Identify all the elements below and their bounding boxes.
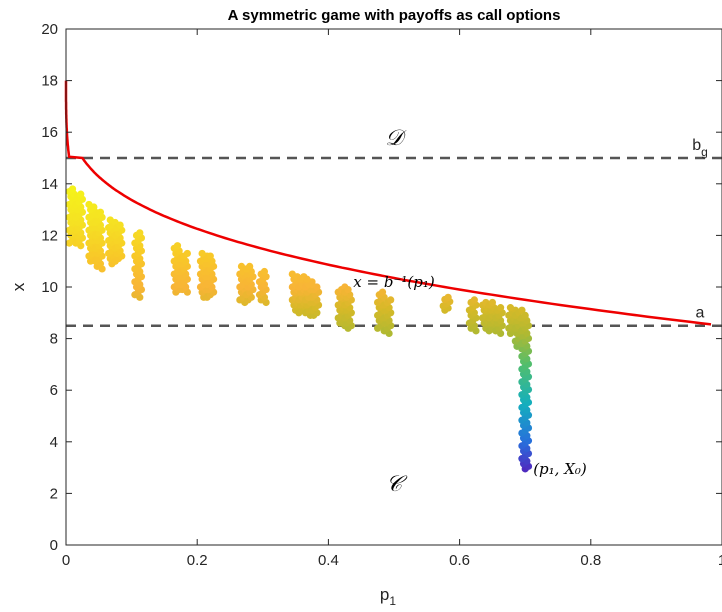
scatter-column <box>131 229 146 301</box>
reference-line-label-a: a <box>696 305 705 322</box>
scatter-point <box>246 262 254 270</box>
scatter-column <box>465 296 480 335</box>
y-axis-label: x <box>9 282 28 291</box>
scatter-column <box>255 267 270 307</box>
reference-line-label-main: a <box>696 305 705 322</box>
y-tick-label: 4 <box>50 434 58 451</box>
y-tick-label: 8 <box>50 331 58 348</box>
scatter-column <box>111 221 126 265</box>
scatter-points <box>66 185 533 473</box>
scatter-point <box>303 275 311 283</box>
scatter-point <box>378 288 387 296</box>
scatter-column <box>492 304 506 338</box>
scatter-column <box>380 296 395 338</box>
chart-title: A symmetric game with payoffs as call op… <box>228 7 561 24</box>
scatter-column <box>308 280 323 319</box>
scatter-point <box>96 208 105 216</box>
region-label: 𝒟 <box>385 126 407 151</box>
scatter-point <box>106 216 114 224</box>
x-tick-label: 0.2 <box>187 552 208 569</box>
scatter-point <box>518 306 526 314</box>
scatter-point <box>260 267 269 276</box>
scatter-point <box>77 190 85 198</box>
y-tick-label: 14 <box>41 176 58 193</box>
y-tick-label: 20 <box>41 21 58 38</box>
y-tick-label: 10 <box>41 279 58 296</box>
point-annotation: (p₁, X₀) <box>533 460 587 478</box>
reference-line-label-main: b <box>692 137 701 154</box>
scatter-point <box>183 249 191 258</box>
y-tick-label: 12 <box>41 227 58 244</box>
x-tick-label: 0.8 <box>580 552 601 569</box>
scatter-point <box>497 304 505 312</box>
scatter-point <box>116 221 124 229</box>
scatter-column <box>72 190 86 250</box>
y-tick-label: 2 <box>50 485 58 502</box>
x-axis-label-main: p <box>380 585 389 604</box>
scatter-point <box>470 296 478 304</box>
scatter-point <box>206 252 214 260</box>
scatter-point <box>288 270 296 278</box>
scatter-column <box>518 311 533 473</box>
scatter-column <box>242 262 257 304</box>
scatter-column <box>439 293 454 314</box>
y-tick-label: 16 <box>41 124 58 141</box>
scatter-point <box>506 304 515 312</box>
scatter-point <box>136 229 144 237</box>
scatter-column <box>203 252 218 301</box>
x-tick-label: 0 <box>62 552 70 569</box>
scatter-point <box>488 298 496 307</box>
x-axis-label-sub: 1 <box>389 594 396 608</box>
reference-line-label-b: bg <box>692 137 708 159</box>
scatter-point <box>308 280 316 289</box>
y-tick-label: 0 <box>50 537 58 554</box>
scatter-point <box>387 296 395 304</box>
scatter-point <box>173 242 182 250</box>
scatter-column <box>177 249 191 296</box>
axes: 00.20.40.60.8102468101214161820 <box>41 21 722 569</box>
scatter-point <box>198 249 206 258</box>
scatter-point <box>344 285 352 294</box>
scatter-point <box>68 185 77 193</box>
scatter-column <box>91 208 106 273</box>
scatter-point <box>521 311 529 319</box>
scatter-point <box>444 293 452 301</box>
reference-line-label-sub: g <box>701 145 708 159</box>
y-tick-label: 6 <box>50 382 58 399</box>
x-tick-label: 1 <box>718 552 722 569</box>
y-tick-label: 18 <box>41 73 58 90</box>
x-tick-label: 0.6 <box>449 552 470 569</box>
x-axis-label: p1 <box>380 585 396 608</box>
scatter-point <box>85 200 93 209</box>
scatter-column <box>341 285 355 332</box>
curve-annotation: x = b⁻¹(p₁) <box>353 273 435 291</box>
x-tick-label: 0.4 <box>318 552 339 569</box>
